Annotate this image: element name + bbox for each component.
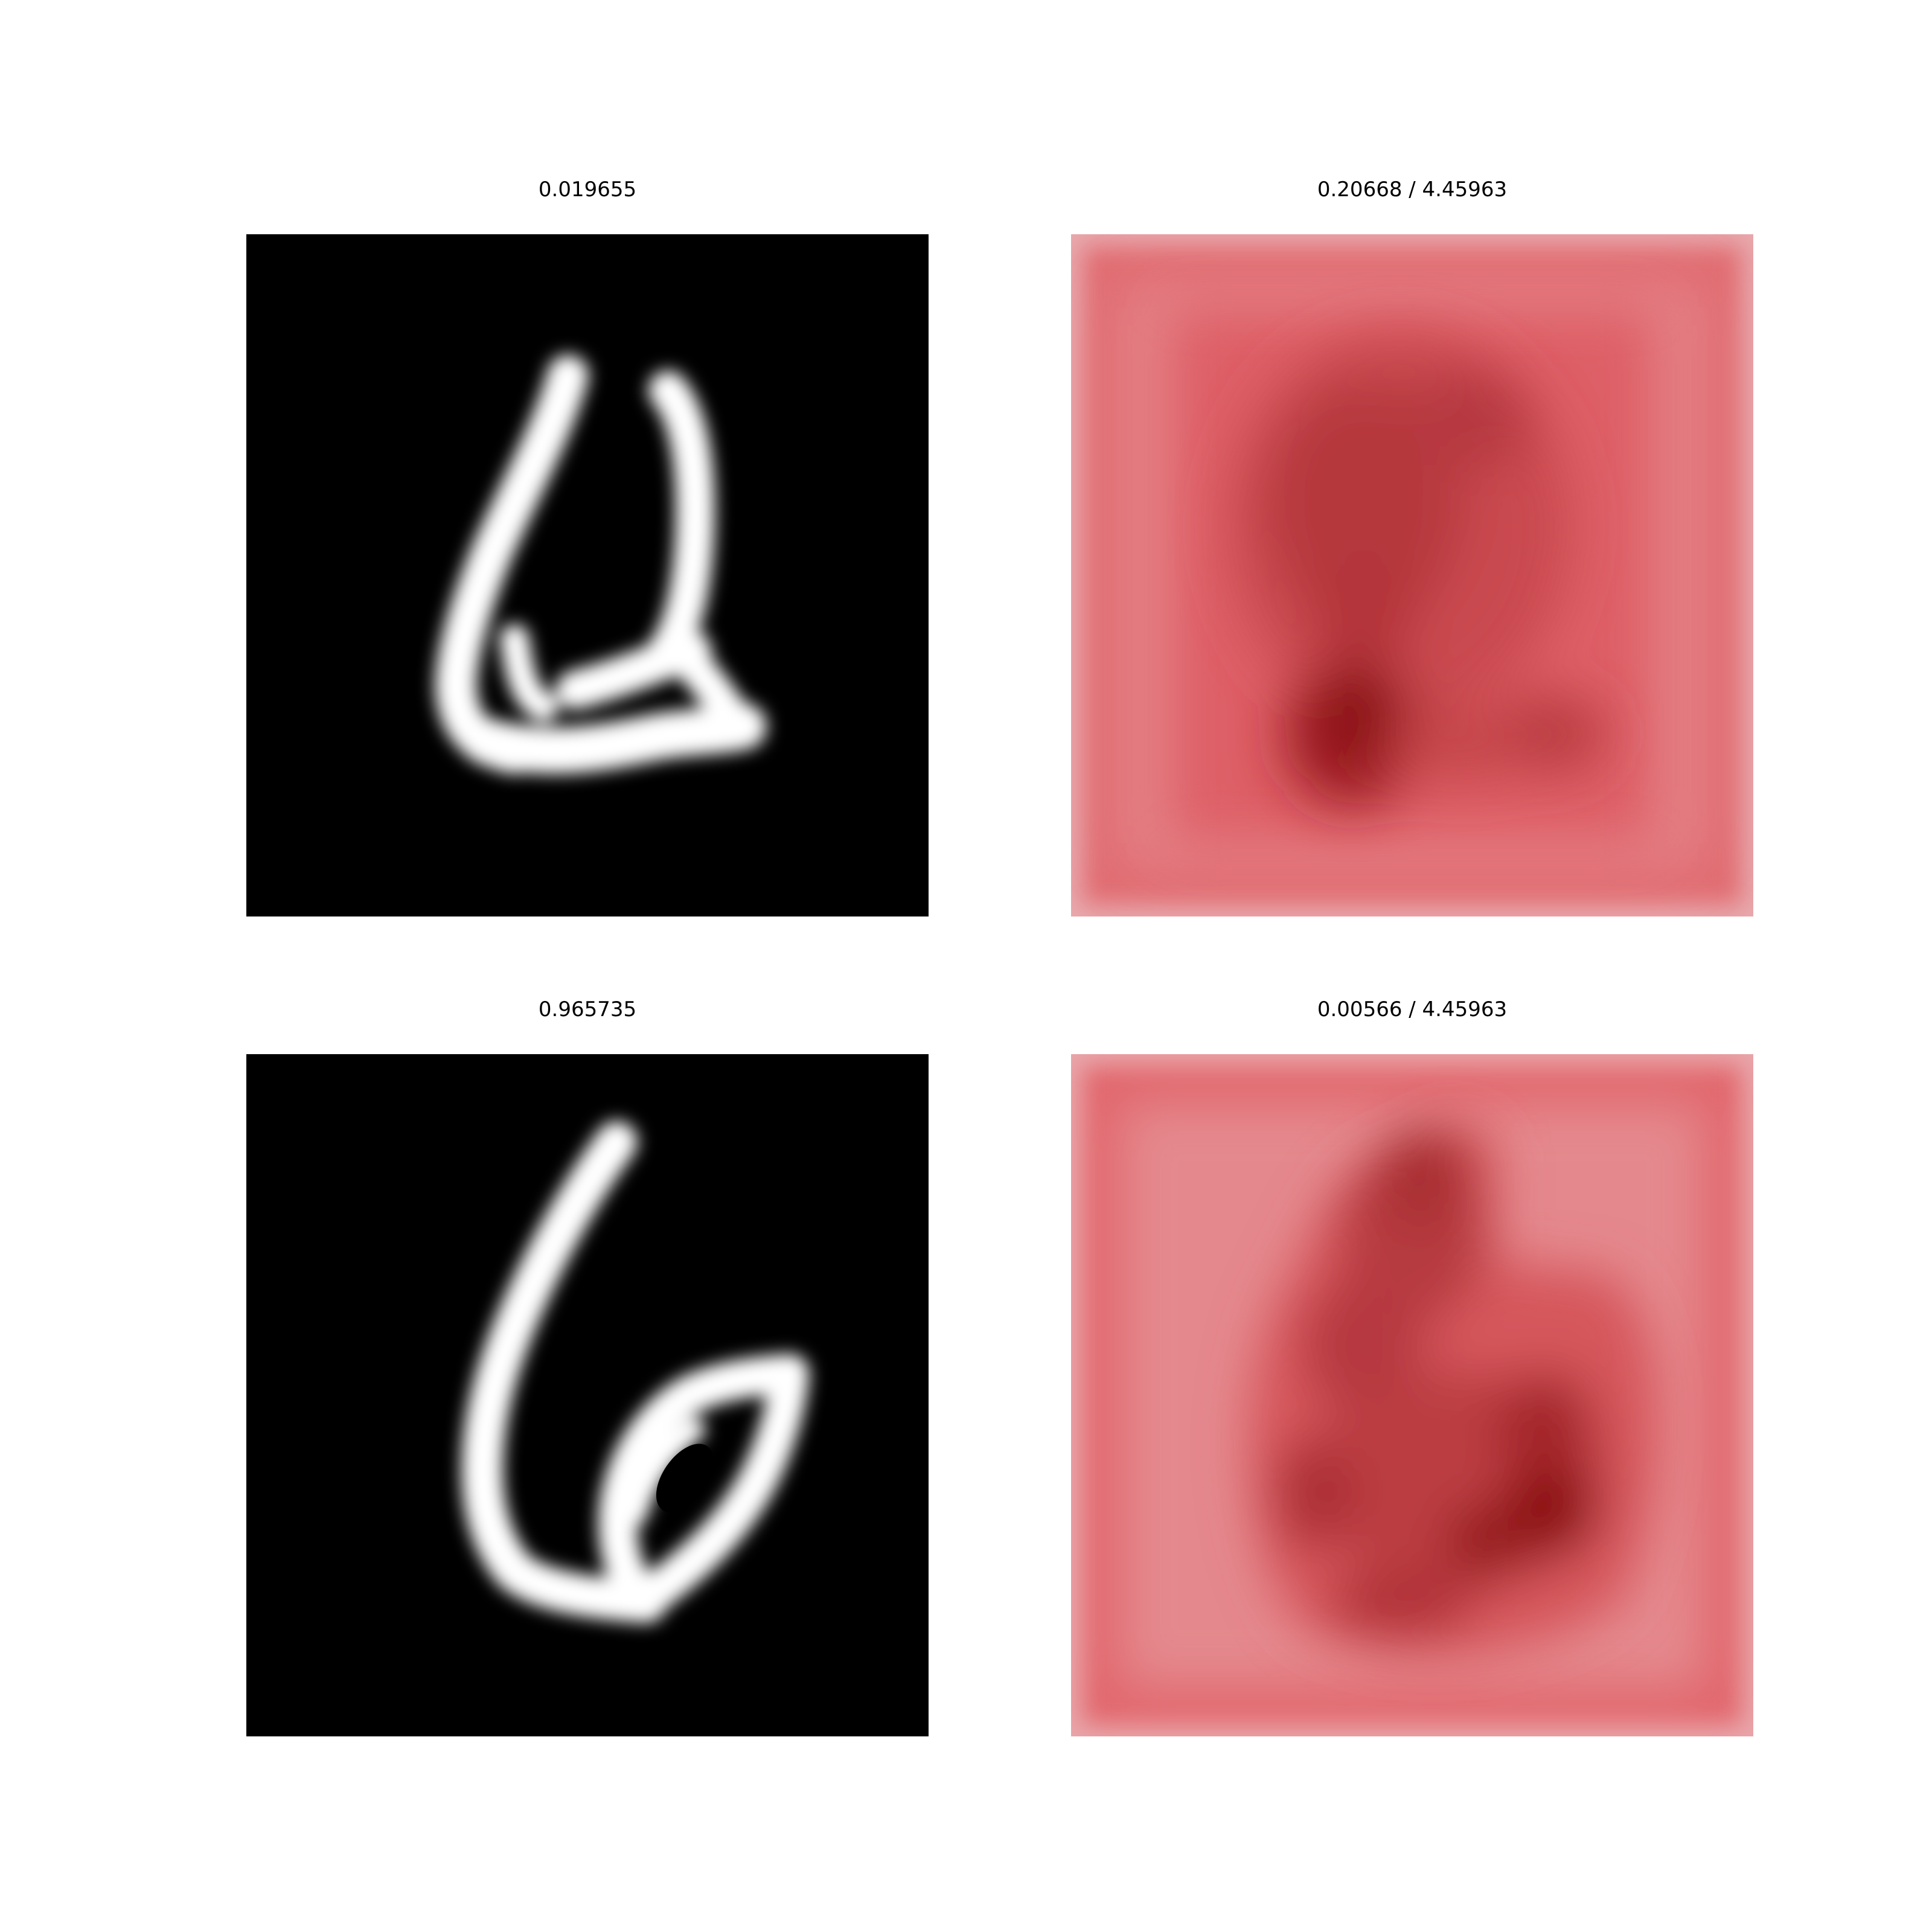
panel-title-digit-2: 0.965735 — [538, 997, 637, 1022]
digit-image-2 — [246, 1054, 929, 1736]
panel-title-heatmap-1: 0.20668 / 4.45963 — [1317, 178, 1508, 202]
digit-four-drawing — [246, 234, 929, 916]
heatmap-one-drawing — [1071, 234, 1753, 916]
saliency-heatmap-2 — [1071, 1054, 1753, 1736]
panel-title-heatmap-2: 0.00566 / 4.45963 — [1317, 997, 1508, 1022]
digit-image-1 — [246, 234, 929, 916]
saliency-heatmap-1 — [1071, 234, 1753, 916]
heatmap-two-drawing — [1071, 1054, 1753, 1736]
panel-title-digit-1: 0.019655 — [538, 178, 637, 202]
digit-six-drawing — [246, 1054, 929, 1736]
